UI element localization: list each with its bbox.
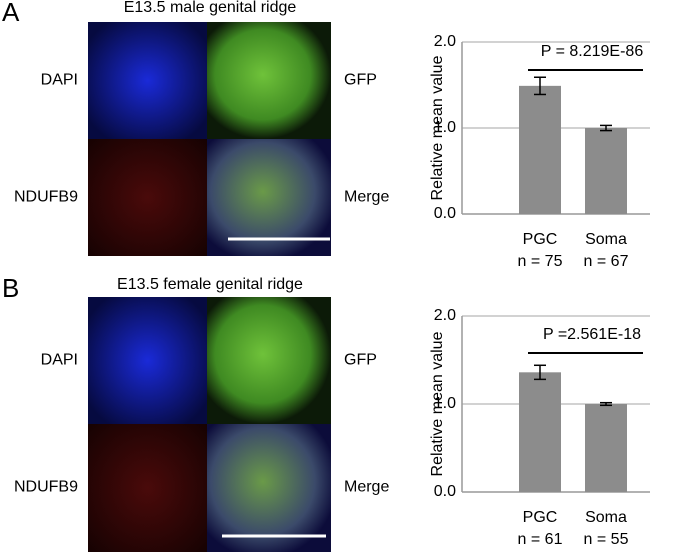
x-tick-label: PGC bbox=[523, 231, 558, 248]
n-label: n = 55 bbox=[584, 531, 629, 548]
images-b bbox=[88, 297, 331, 552]
y-tick-label: 0.0 bbox=[434, 205, 456, 222]
y-tick-label: 2.0 bbox=[434, 33, 456, 50]
channel-label: NDUFB9 bbox=[14, 189, 78, 206]
channel-label: Merge bbox=[344, 479, 389, 496]
annotation: P = 8.219E-86 bbox=[541, 43, 644, 60]
channel-label: NDUFB9 bbox=[14, 479, 78, 496]
channel-label: DAPI bbox=[41, 352, 78, 369]
ndufb9-image bbox=[88, 424, 207, 552]
y-axis-label: Relative mean value bbox=[429, 55, 446, 200]
x-tick-label: PGC bbox=[523, 509, 558, 526]
merge-image bbox=[207, 424, 331, 552]
gfp-image bbox=[207, 297, 331, 424]
channel-label: GFP bbox=[344, 352, 377, 369]
bar bbox=[585, 128, 627, 214]
gfp-image bbox=[207, 22, 331, 139]
panel-letter: B bbox=[2, 273, 19, 303]
dapi-image bbox=[88, 22, 207, 139]
n-label: n = 61 bbox=[518, 531, 563, 548]
bar bbox=[585, 404, 627, 492]
n-label: n = 75 bbox=[518, 253, 563, 270]
merge-image bbox=[207, 139, 331, 256]
y-axis-label: Relative mean value bbox=[429, 331, 446, 476]
channel-label: DAPI bbox=[41, 72, 78, 89]
channel-label: GFP bbox=[344, 72, 377, 89]
ndufb9-image bbox=[88, 139, 207, 256]
y-tick-label: 0.0 bbox=[434, 483, 456, 500]
y-tick-label: 1.0 bbox=[434, 395, 456, 412]
images-a bbox=[88, 22, 331, 256]
n-label: n = 67 bbox=[584, 253, 629, 270]
y-tick-label: 2.0 bbox=[434, 307, 456, 324]
panel-letter: A bbox=[2, 0, 20, 27]
panel-title: E13.5 male genital ridge bbox=[124, 0, 297, 16]
y-tick-label: 1.0 bbox=[434, 119, 456, 136]
x-tick-label: Soma bbox=[585, 231, 627, 248]
bar bbox=[519, 372, 561, 492]
channel-label: Merge bbox=[344, 189, 389, 206]
dapi-image bbox=[88, 297, 207, 424]
x-tick-label: Soma bbox=[585, 509, 627, 526]
bar bbox=[519, 85, 561, 214]
panel-title: E13.5 female genital ridge bbox=[117, 276, 303, 293]
annotation: P =2.561E-18 bbox=[543, 326, 641, 343]
